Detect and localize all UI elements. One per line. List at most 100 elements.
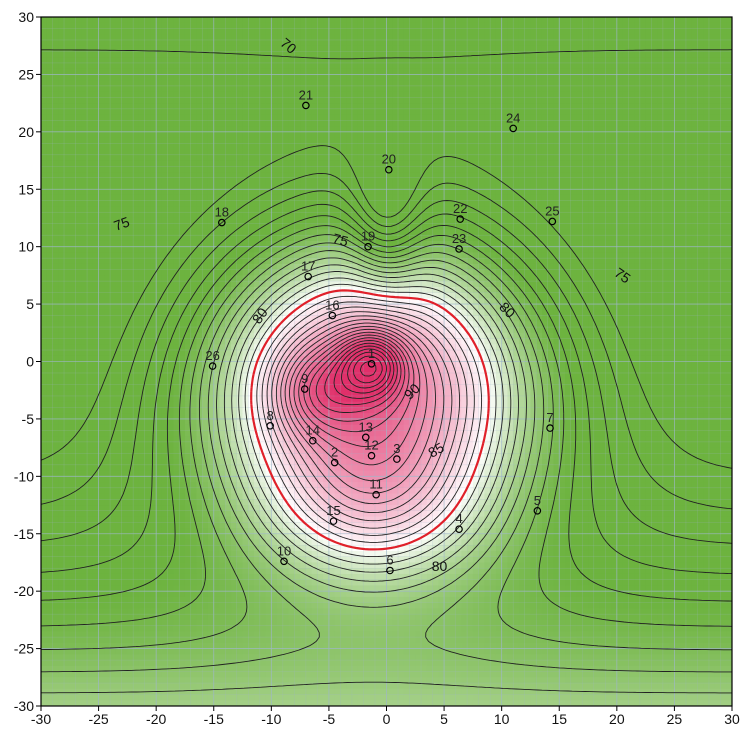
contour-label: 75	[331, 230, 350, 250]
y-tick-label: -30	[14, 698, 34, 714]
contour-line	[261, 301, 475, 536]
x-tick-label: 15	[551, 711, 567, 727]
station-marker	[302, 101, 310, 110]
station-marker	[300, 385, 309, 393]
y-tick-label: 15	[18, 181, 34, 197]
x-tick-label: -20	[146, 711, 166, 727]
contour-line	[284, 322, 436, 494]
contour-line	[341, 348, 391, 394]
station-marker	[455, 525, 463, 533]
contour-label: 80	[432, 558, 448, 574]
contour-line	[41, 203, 732, 575]
contour-label: 75	[112, 213, 132, 233]
contour-line	[298, 331, 415, 448]
station-marker	[546, 424, 554, 432]
y-tick-label: -20	[14, 583, 34, 599]
stations: 12 34567891011121314151617181920212223242…	[205, 87, 560, 575]
y-tick-label: 0	[26, 354, 34, 370]
station-marker	[266, 422, 274, 430]
x-tick-label: 20	[609, 711, 625, 727]
station-marker	[208, 362, 217, 370]
contour-line	[238, 277, 504, 565]
contour-line	[244, 283, 497, 558]
station-label: 3	[393, 441, 400, 456]
station-label: 1	[368, 346, 375, 361]
station-marker	[367, 451, 376, 460]
contour-line	[41, 49, 732, 469]
station-label: 13	[359, 419, 373, 434]
contour-line	[41, 215, 732, 602]
contour-line	[333, 345, 395, 399]
x-tick-label: -5	[323, 711, 336, 727]
contour-line	[223, 264, 519, 582]
station-marker	[372, 490, 380, 499]
contour-line-highlight	[250, 289, 490, 551]
station-label: 23	[452, 231, 466, 246]
axes: -30 -25 -20 -15 -10 -5 0 5 10 15 20 25 30-30-25-20-1…	[14, 9, 740, 727]
contour-line	[41, 190, 732, 544]
station-marker	[218, 218, 226, 227]
x-tick-label: -25	[88, 711, 108, 727]
y-tick-label: 10	[18, 239, 34, 255]
station-label: 20	[382, 152, 396, 167]
station-label: 15	[326, 503, 340, 518]
x-tick-label: 0	[383, 711, 391, 727]
station-marker	[367, 359, 376, 368]
y-tick-label: 25	[18, 66, 34, 82]
contour-line	[324, 342, 398, 406]
station-label: 2	[331, 445, 338, 460]
contour-line	[231, 271, 512, 573]
color-field	[41, 17, 732, 706]
station-label: 17	[301, 259, 315, 274]
station-label: 11	[369, 477, 383, 492]
station-marker	[455, 245, 463, 253]
station-label: 16	[325, 298, 339, 313]
contour-line	[280, 319, 445, 505]
station-marker	[533, 506, 542, 515]
x-tick-label: -10	[261, 711, 281, 727]
station-marker	[385, 165, 393, 174]
contour-line	[289, 325, 428, 482]
contour-line	[303, 334, 410, 433]
station-label: 12	[364, 438, 378, 453]
station-label: 9	[301, 371, 308, 386]
contour-line	[353, 355, 383, 384]
station-marker	[304, 272, 312, 281]
contour-line	[271, 311, 461, 522]
x-tick-label: 10	[494, 711, 510, 727]
contour-line	[41, 172, 732, 510]
x-tick-label: 5	[440, 711, 448, 727]
contour-line	[41, 234, 732, 651]
station-label: 26	[205, 348, 219, 363]
station-marker	[509, 124, 517, 133]
contour-line	[216, 257, 527, 593]
station-label: 24	[506, 110, 520, 125]
station-label: 22	[453, 201, 467, 216]
station-marker	[330, 458, 339, 467]
station-marker	[280, 557, 288, 566]
x-tick-label: -30	[31, 711, 51, 727]
contour-line	[347, 351, 387, 389]
contour-line	[275, 315, 453, 514]
contour-lines	[41, 49, 732, 694]
grid	[41, 17, 732, 706]
station-label: 14	[306, 423, 320, 438]
contour-line	[315, 340, 402, 413]
x-tick-label: 25	[667, 711, 683, 727]
station-label: 7	[546, 410, 553, 425]
station-marker	[386, 566, 394, 575]
station-label: 19	[361, 229, 375, 244]
y-tick-label: -25	[14, 641, 34, 657]
station-label: 18	[215, 205, 229, 220]
contour-label: 85	[425, 439, 447, 461]
y-tick-label: -5	[22, 411, 35, 427]
y-tick-label: 5	[26, 296, 34, 312]
station-marker	[329, 517, 338, 525]
station-label: 10	[277, 543, 291, 558]
x-tick-label: 30	[724, 711, 740, 727]
station-marker	[361, 433, 370, 442]
station-marker	[364, 242, 372, 251]
station-label: 25	[545, 203, 559, 218]
station-label: 21	[299, 87, 313, 102]
contour-line	[41, 225, 732, 627]
